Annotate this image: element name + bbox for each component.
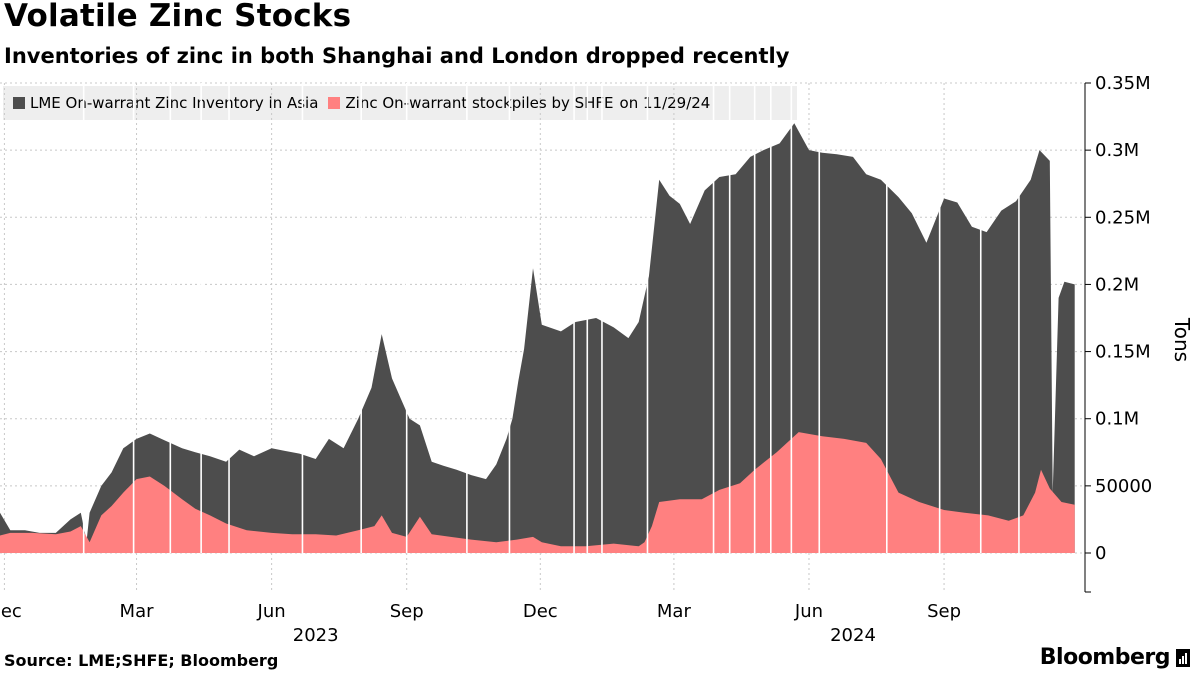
x-tick-label: Sep (927, 601, 961, 622)
y-tick-label: 0.2M (1095, 274, 1139, 295)
bloomberg-logo: Bloomberg (1040, 645, 1190, 670)
series-area-shfe (0, 432, 1075, 553)
series-layer (0, 123, 1075, 554)
chart-title: Volatile Zinc Stocks (4, 0, 352, 34)
legend-item-shfe: Zinc On-warrant stockpiles by SHFE on 11… (328, 94, 710, 112)
x-tick-label: Sep (390, 601, 424, 622)
x-tick-label: Dec (523, 601, 558, 622)
y-tick-label: 0.25M (1095, 207, 1151, 228)
y-tick-label: 0.1M (1095, 409, 1139, 430)
legend-label-lme: LME On-warrant Zinc Inventory in Asia (30, 94, 319, 112)
legend: LME On-warrant Zinc Inventory in Asia Zi… (3, 86, 797, 120)
legend-swatch-lme (13, 97, 25, 109)
y-tick-label: 0.35M (1095, 73, 1151, 94)
terminal-icon (1176, 648, 1190, 667)
x-tick-label: Jun (794, 601, 823, 622)
x-year-label: 2023 (293, 625, 339, 646)
legend-item-lme: LME On-warrant Zinc Inventory in Asia (13, 94, 318, 112)
axes: 0 50000 0.1M 0.15M 0.2M 0.25M 0.3M 0.35M Tons Dec… (0, 73, 1194, 646)
brand-text: Bloomberg (1039, 645, 1171, 670)
legend-label-shfe: Zinc On-warrant stockpiles by SHFE (345, 94, 614, 112)
legend-swatch-shfe (328, 97, 341, 109)
x-tick-label: Dec (0, 601, 22, 622)
source-note: Source: LME;SHFE; Bloomberg (4, 651, 279, 670)
x-tick-label: Mar (120, 601, 155, 622)
y-tick-label: 0.3M (1095, 140, 1139, 161)
y-tick-label: 0 (1095, 543, 1106, 564)
y-tick-label: 0.15M (1095, 342, 1151, 363)
x-tick-label: Jun (257, 601, 286, 622)
y-tick-label: 50000 (1095, 476, 1152, 497)
x-tick-label: Mar (657, 601, 692, 622)
data-gaps (82, 83, 1020, 553)
y-axis-title: Tons (1170, 317, 1194, 362)
chart-subtitle: Inventories of zinc in both Shanghai and… (4, 44, 790, 68)
legend-date: on 11/29/24 (619, 94, 711, 112)
x-year-label: 2024 (830, 625, 876, 646)
